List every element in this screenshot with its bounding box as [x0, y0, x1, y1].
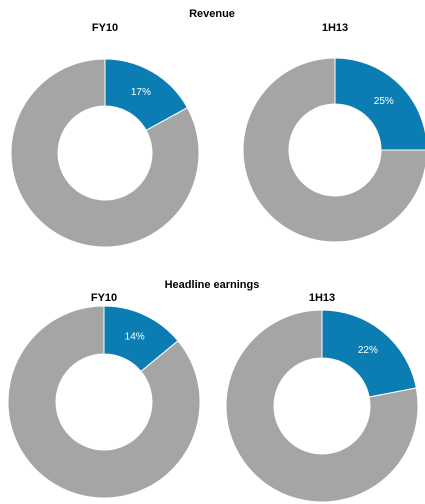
- chart-title: FY10: [92, 22, 118, 34]
- chart-title: 1H13: [309, 292, 335, 304]
- donut-segment: [334, 57, 425, 151]
- donut-segment: [242, 57, 425, 243]
- group-title: Revenue: [189, 8, 235, 20]
- data-label: 22%: [358, 345, 378, 356]
- donut-segment: [225, 309, 419, 503]
- donut-segment: [7, 305, 201, 499]
- data-label: 17%: [131, 87, 151, 98]
- data-label: 25%: [374, 96, 394, 107]
- chart-title: 1H13: [322, 22, 348, 34]
- data-label: 14%: [125, 331, 145, 342]
- group-title: Headline earnings: [165, 279, 260, 291]
- donut-segment: [10, 58, 200, 248]
- chart-title: FY10: [91, 292, 117, 304]
- donut-segment: [321, 309, 417, 398]
